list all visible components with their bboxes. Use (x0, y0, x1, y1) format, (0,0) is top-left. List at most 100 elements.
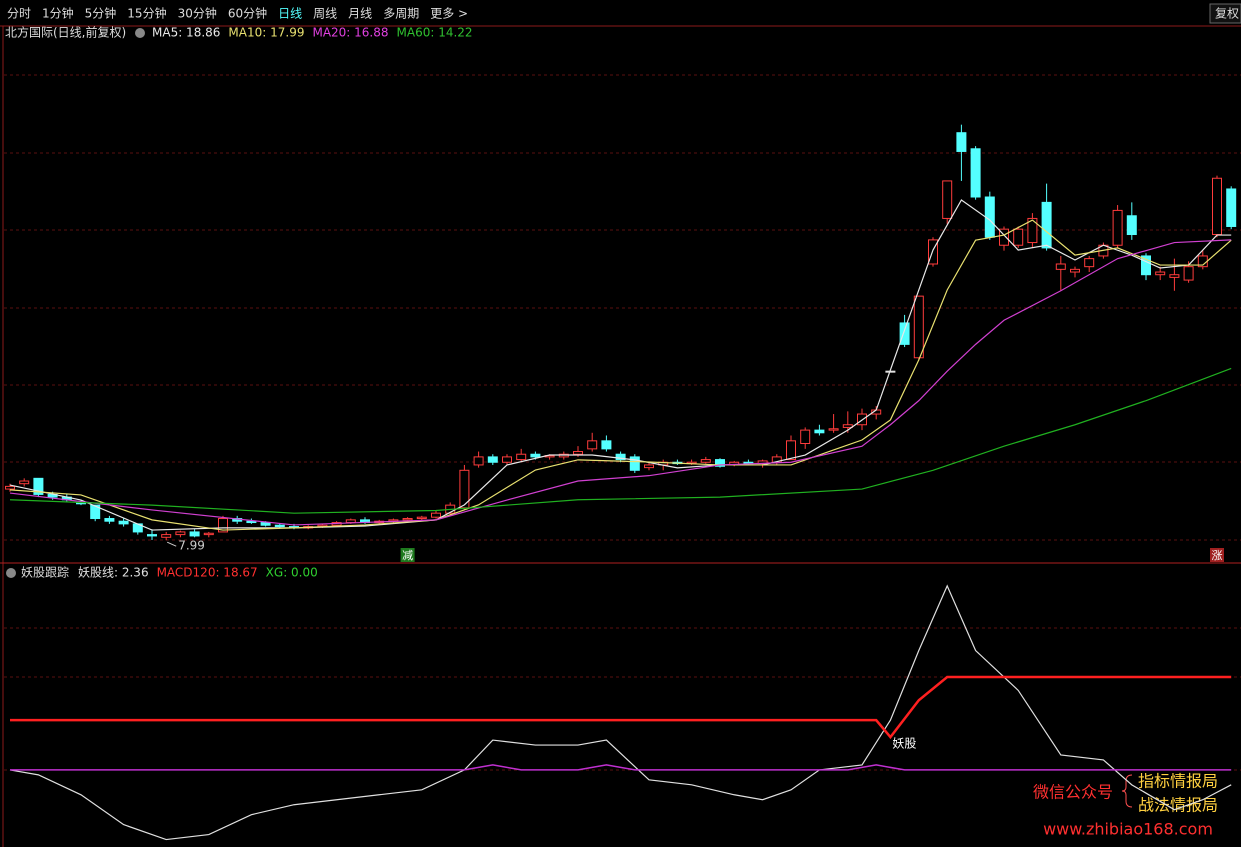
candle-body (1070, 268, 1080, 273)
candle-body (487, 456, 498, 463)
candle-body (942, 180, 953, 219)
candle-body (842, 424, 853, 428)
toolbar-tab[interactable]: 30分钟 (178, 6, 217, 21)
brace (1121, 774, 1133, 808)
toolbar-tab[interactable]: 日线 (278, 7, 302, 21)
toolbar-tab[interactable]: 周线 (313, 7, 337, 21)
ma-label: MA10: 17.99 (228, 26, 304, 40)
candle-body (573, 451, 583, 455)
low-label: 7.99 (178, 539, 205, 553)
indicator-label: 妖股线: 2.36 (78, 566, 149, 580)
indicator-label: MACD120: 18.67 (157, 566, 258, 580)
candle-body (345, 519, 356, 524)
candle-body (431, 512, 441, 518)
candle-body (1084, 258, 1095, 268)
indicator-line (9, 239, 1232, 526)
candle-body (956, 132, 967, 152)
candle-body (587, 440, 598, 450)
candle-body (928, 239, 938, 265)
candle-body (828, 428, 839, 431)
candle-body (1183, 266, 1194, 281)
candle-body (104, 518, 115, 522)
candle-body (118, 520, 129, 525)
candle-body (1055, 263, 1066, 270)
ma-label: MA20: 16.88 (312, 26, 388, 40)
candle-body (615, 453, 626, 461)
candle-body (970, 148, 981, 198)
candle-body (516, 453, 527, 461)
candle-body (1126, 215, 1137, 236)
toolbar-tab[interactable]: 1分钟 (42, 6, 74, 21)
toolbar-tab[interactable]: 15分钟 (127, 6, 166, 21)
toolbar-tab[interactable]: 5分钟 (85, 6, 117, 21)
candle-body (260, 522, 271, 526)
candle-body (999, 228, 1009, 246)
toolbar-tab[interactable]: 60分钟 (228, 6, 267, 21)
candle-body (1027, 217, 1038, 244)
settings-icon[interactable] (6, 568, 16, 578)
candle-body (161, 534, 172, 538)
grid (4, 74, 1241, 771)
ma-label: MA5: 18.86 (152, 26, 220, 40)
indicator-title: 妖股跟踪 (21, 566, 69, 580)
candle-body (601, 440, 612, 450)
right-button-frame (1209, 3, 1241, 24)
candle-body (715, 459, 725, 467)
signal-marker-box (400, 548, 415, 562)
candle-body (1212, 177, 1222, 236)
indicator-line (10, 764, 1232, 771)
candle-body (629, 456, 640, 471)
candle-body (1141, 255, 1151, 276)
candle-body (189, 531, 200, 537)
ma-label: MA60: 14.22 (397, 26, 473, 40)
right-button[interactable]: 复权 (1215, 7, 1239, 21)
candle-body (530, 453, 541, 458)
candle-body (218, 518, 228, 533)
candle-body (274, 524, 285, 528)
indicator-label: XG: 0.00 (266, 566, 318, 580)
price-title: 北方国际(日线,前复权) (5, 25, 126, 40)
candle-body (1226, 188, 1237, 227)
toolbar-tab[interactable]: 多周期 (383, 7, 419, 21)
low-pointer (166, 541, 177, 547)
indicator-line (9, 584, 1232, 841)
watermark-name: 指标情报局 (1138, 772, 1218, 791)
candle-body (33, 477, 44, 495)
candle-body (814, 429, 825, 434)
candle-body (416, 516, 427, 520)
candle-body (1155, 271, 1166, 276)
toolbar-tab[interactable]: 分时 (7, 7, 31, 21)
indicator-line (9, 367, 1232, 514)
candle-body (1013, 228, 1024, 246)
candle-body (899, 322, 910, 345)
indicator-line (9, 199, 1232, 531)
candle-body (5, 485, 15, 490)
signal-marker: 减 (402, 549, 413, 562)
signal-marker-box (1210, 548, 1224, 562)
annotation: 妖股 (892, 737, 916, 751)
candle-body (203, 532, 214, 536)
candle-body (473, 456, 484, 466)
candle-body (1041, 201, 1052, 249)
signal-marker: 涨 (1212, 549, 1223, 562)
toolbar-tab[interactable]: 月线 (348, 7, 372, 21)
candle-body (700, 459, 711, 463)
candle-body (175, 531, 186, 536)
candle-body (913, 295, 924, 359)
indicator-line (9, 219, 1232, 531)
candle-body (800, 429, 811, 445)
candle-body (502, 456, 512, 463)
settings-icon[interactable] (135, 28, 145, 38)
watermark-url: www.zhibiao168.com (1043, 820, 1213, 839)
candle-body (786, 440, 796, 461)
candle-body (644, 464, 654, 469)
candle-body (402, 518, 413, 521)
candle-body (246, 520, 257, 524)
candle-body (1112, 209, 1123, 246)
candle-body (147, 534, 157, 537)
toolbar-tab[interactable]: 更多 > (430, 7, 468, 21)
candle-body (19, 480, 30, 485)
indicator-line (10, 675, 1232, 740)
